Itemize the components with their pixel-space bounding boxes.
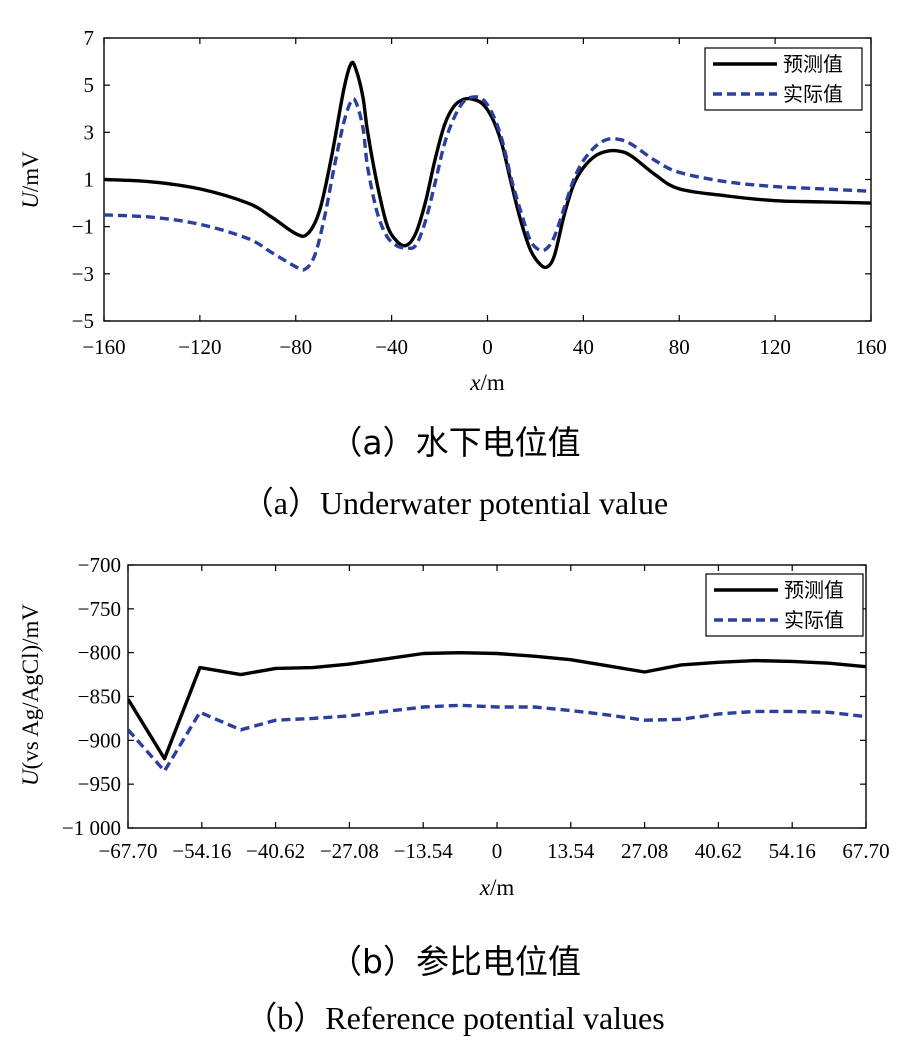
- y-tick-label: −850: [78, 685, 121, 709]
- x-tick-label: 120: [759, 335, 791, 359]
- y-tick-label: −900: [78, 728, 121, 752]
- x-tick-label: 80: [669, 335, 690, 359]
- caption-a-en: （a）Underwater potential value: [241, 485, 669, 521]
- x-tick-label: −120: [178, 335, 221, 359]
- x-tick-label: −80: [279, 335, 312, 359]
- y-tick-label: 5: [84, 73, 95, 97]
- chart-a-underwater-potential: −160 −120 −80 −40 0 40 80 120 160 7 5 3 1 −1 −3 −5 x/m U/…: [18, 26, 887, 395]
- legend-label: 实际值: [784, 608, 844, 632]
- y-tick-label: −750: [78, 597, 121, 621]
- x-tick-label: 40.62: [695, 839, 742, 863]
- caption-a-cn: （a）水下电位值: [329, 423, 581, 462]
- caption-b-en: （b）Reference potential values: [245, 1000, 665, 1036]
- legend-box: [705, 573, 864, 637]
- legend-label: 预测值: [783, 52, 843, 76]
- x-tick-label: −27.08: [320, 839, 379, 863]
- x-tick-label: 13.54: [547, 839, 595, 863]
- x-tick-label: 27.08: [621, 839, 668, 863]
- x-tick-label: −67.70: [98, 839, 157, 863]
- y-tick-label: −5: [72, 309, 94, 333]
- series-line-predicted: [128, 651, 866, 761]
- x-tick-label: −54.16: [172, 839, 231, 863]
- y-tick-label: 7: [84, 26, 95, 50]
- x-tick-label: −13.54: [394, 839, 454, 863]
- x-tick-label: 0: [492, 839, 503, 863]
- y-tick-label: 3: [84, 120, 95, 144]
- y-tick-label: −1: [72, 215, 94, 239]
- x-tick-label: 40: [573, 335, 594, 359]
- x-tick-label: −40: [375, 335, 408, 359]
- y-tick-label: 1: [84, 168, 95, 192]
- x-axis-label-a: x/m: [469, 370, 505, 395]
- y-tick-label: −950: [78, 772, 121, 796]
- y-tick-label: −3: [72, 262, 94, 286]
- legend-label: 预测值: [784, 578, 844, 602]
- x-tick-label: −160: [82, 335, 125, 359]
- series-line-actual: [104, 95, 871, 272]
- x-tick-label: 54.16: [769, 839, 816, 863]
- legend-label: 实际值: [783, 82, 843, 106]
- y-tick-label: −700: [78, 553, 121, 577]
- series-line-actual: [128, 703, 866, 773]
- y-axis-label-a: U/mV: [18, 151, 43, 209]
- x-tick-label: 160: [855, 335, 887, 359]
- legend-box: [704, 47, 863, 111]
- chart-b-reference-potential: −67.70 −54.16 −40.62 −27.08 −13.54 0 13.54 27.0…: [18, 553, 890, 900]
- caption-b-cn: （b）参比电位值: [329, 942, 581, 981]
- x-axis-label-b: x/m: [479, 875, 515, 900]
- x-tick-label: 67.70: [842, 839, 889, 863]
- y-axis-label-b: U(vs Ag/AgCl)/mV: [18, 604, 43, 786]
- y-tick-label: −800: [78, 641, 121, 665]
- x-tick-label: −40.62: [246, 839, 305, 863]
- x-tick-label: 0: [482, 335, 493, 359]
- y-tick-label: −1 000: [62, 816, 121, 840]
